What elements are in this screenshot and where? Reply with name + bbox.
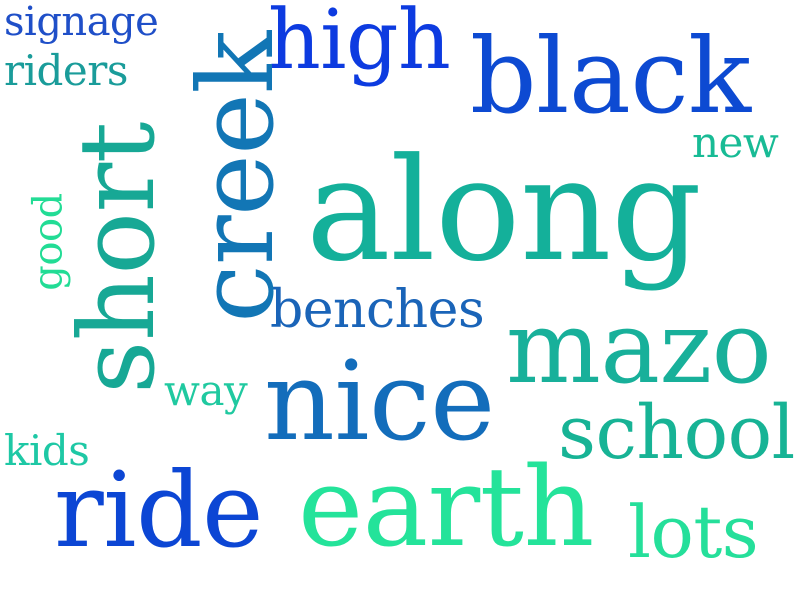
word-new: new [692,118,779,167]
word-along: along [306,128,702,293]
word-benches: benches [270,280,485,340]
word-ride: ride [54,449,264,571]
word-creek: creek [175,31,298,323]
word-riders: riders [4,46,128,95]
word-mazo: mazo [506,289,772,406]
word-signage: signage [4,0,159,45]
word-good: good [26,193,72,291]
word-black: black [470,15,751,137]
word-short: short [56,122,179,394]
word-nice: nice [264,337,495,465]
word-kids: kids [4,426,90,475]
word-lots: lots [628,490,759,574]
word-way: way [164,366,248,415]
word-high: high [268,0,451,88]
word-earth: earth [298,443,594,571]
word-school: school [558,390,795,476]
